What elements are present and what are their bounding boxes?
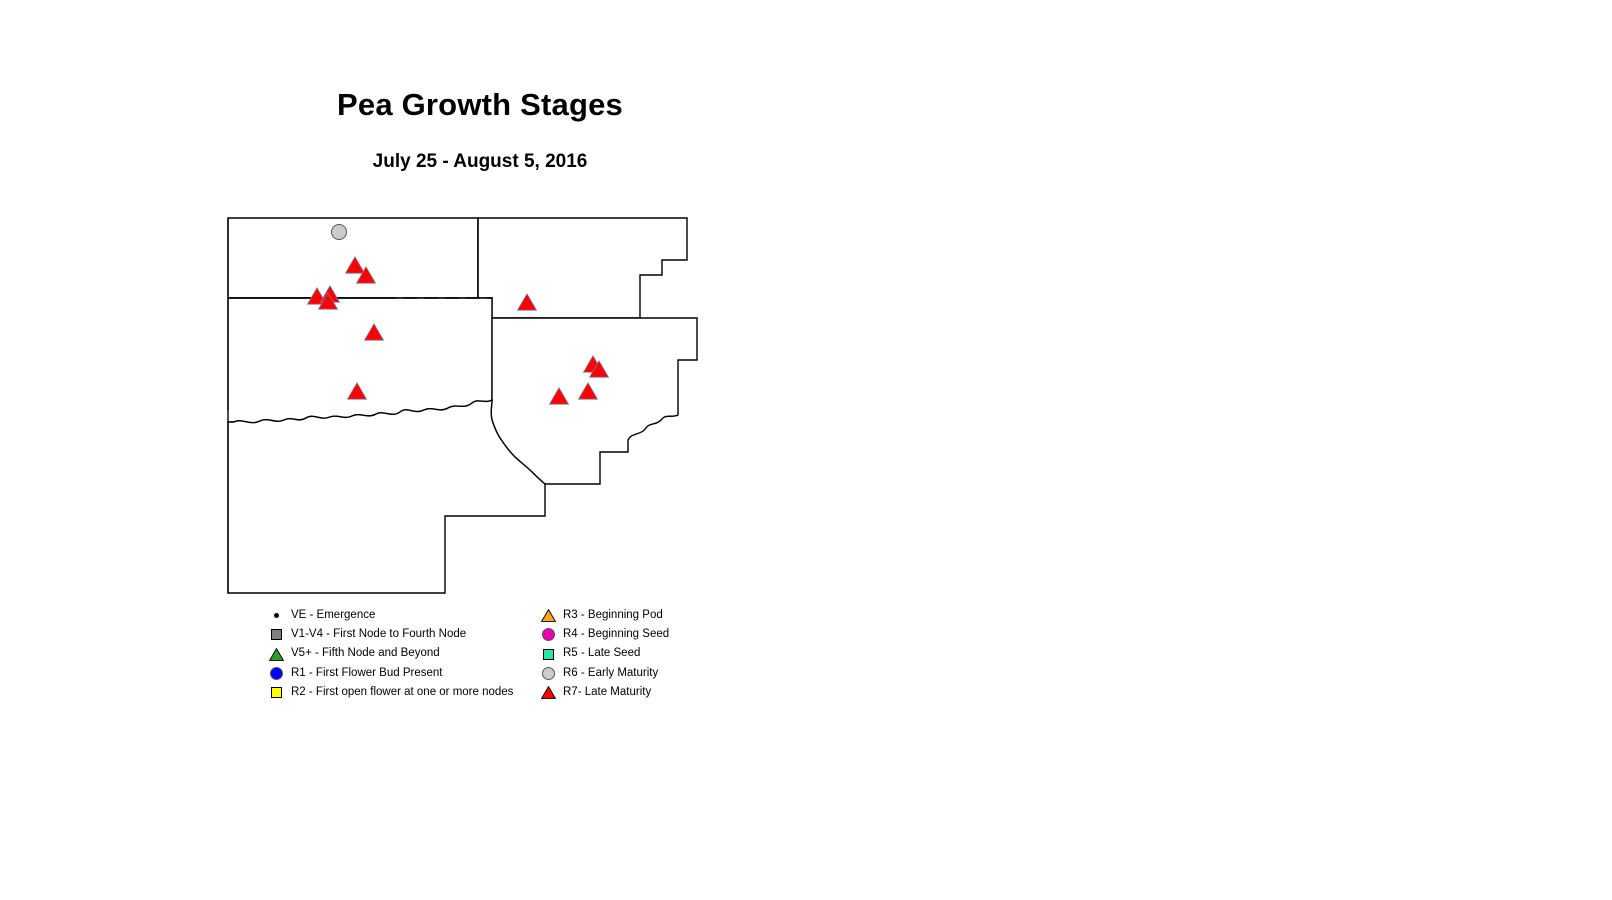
map-marker-r7 <box>577 382 599 400</box>
legend-item-r4: R4 - Beginning Seed <box>540 625 710 644</box>
map-marker-r7 <box>317 292 339 310</box>
legend-item-label: R6 - Early Maturity <box>563 666 659 679</box>
county-northwest <box>227 217 479 299</box>
map-marker-r7 <box>363 323 385 341</box>
legend-item-label: V1-V4 - First Node to Fourth Node <box>291 628 467 641</box>
map-marker-r7 <box>588 360 610 378</box>
legend-item-label: R3 - Beginning Pod <box>563 608 663 621</box>
legend-swatch <box>268 666 284 682</box>
legend-swatch <box>540 666 556 682</box>
legend-item-label: R1 - First Flower Bud Present <box>291 666 443 679</box>
legend-item-label: VE - Emergence <box>291 608 376 621</box>
legend-triangle-icon <box>268 647 284 661</box>
legend-triangle-icon <box>540 686 556 700</box>
legend-item-label: V5+ - Fifth Node and Beyond <box>291 647 440 660</box>
map-marker-r7 <box>355 266 377 284</box>
county-divider-lines <box>227 218 492 593</box>
legend-swatch <box>540 627 556 643</box>
legend-item-label: R4 - Beginning Seed <box>563 628 670 641</box>
map-legend: VE - Emergence V1-V4 - First Node to Four… <box>268 606 708 721</box>
legend-item-r6: R6 - Early Maturity <box>540 664 710 683</box>
page-subtitle: July 25 - August 5, 2016 <box>372 151 588 172</box>
map-marker-r7 <box>516 293 538 311</box>
legend-item-ve: VE - Emergence <box>268 606 530 625</box>
legend-triangle-icon <box>540 609 556 622</box>
map-marker-r7 <box>548 387 570 405</box>
legend-circle-icon <box>269 667 283 681</box>
page-title: Pea Growth Stages <box>337 87 623 122</box>
legend-swatch <box>540 608 556 624</box>
county-northeast <box>477 217 688 319</box>
map-marker-r7 <box>346 382 368 400</box>
legend-item-label: R2 - First open flower at one or more no… <box>291 686 514 699</box>
legend-item-r7: R7- Late Maturity <box>540 683 710 702</box>
map-marker-r6 <box>331 224 347 240</box>
legend-circle-icon <box>541 628 555 642</box>
legend-swatch <box>268 608 284 624</box>
legend-square-icon <box>542 648 554 660</box>
legend-column-right: R3 - Beginning Pod R4 - Beginning Seed R5 … <box>540 606 710 702</box>
county-west-central <box>227 297 493 424</box>
legend-item-v5-: V5+ - Fifth Node and Beyond <box>268 645 530 664</box>
county-boundaries <box>227 217 698 594</box>
legend-swatch <box>540 685 556 701</box>
legend-square-icon <box>270 629 282 641</box>
map-marker-r7 <box>344 256 366 274</box>
legend-swatch <box>540 646 556 662</box>
legend-item-r5: R5 - Late Seed <box>540 645 710 664</box>
legend-item-r3: R3 - Beginning Pod <box>540 606 710 625</box>
legend-item-r1: R1 - First Flower Bud Present <box>268 664 530 683</box>
map-canvas <box>200 200 760 620</box>
legend-swatch <box>268 646 284 662</box>
legend-item-r2: R2 - First open flower at one or more no… <box>268 683 530 702</box>
legend-circle-icon <box>541 667 555 681</box>
legend-dot-icon <box>273 613 279 619</box>
legend-swatch <box>268 627 284 643</box>
legend-column-left: VE - Emergence V1-V4 - First Node to Four… <box>268 606 530 702</box>
county-east-central <box>490 317 698 485</box>
legend-swatch <box>268 685 284 701</box>
legend-item-v1-v4: V1-V4 - First Node to Fourth Node <box>268 625 530 644</box>
legend-item-label: R5 - Late Seed <box>563 647 641 660</box>
map-marker-layer <box>306 224 610 405</box>
county-southwest <box>227 398 546 594</box>
legend-item-label: R7- Late Maturity <box>563 686 652 699</box>
legend-square-icon <box>270 687 282 699</box>
